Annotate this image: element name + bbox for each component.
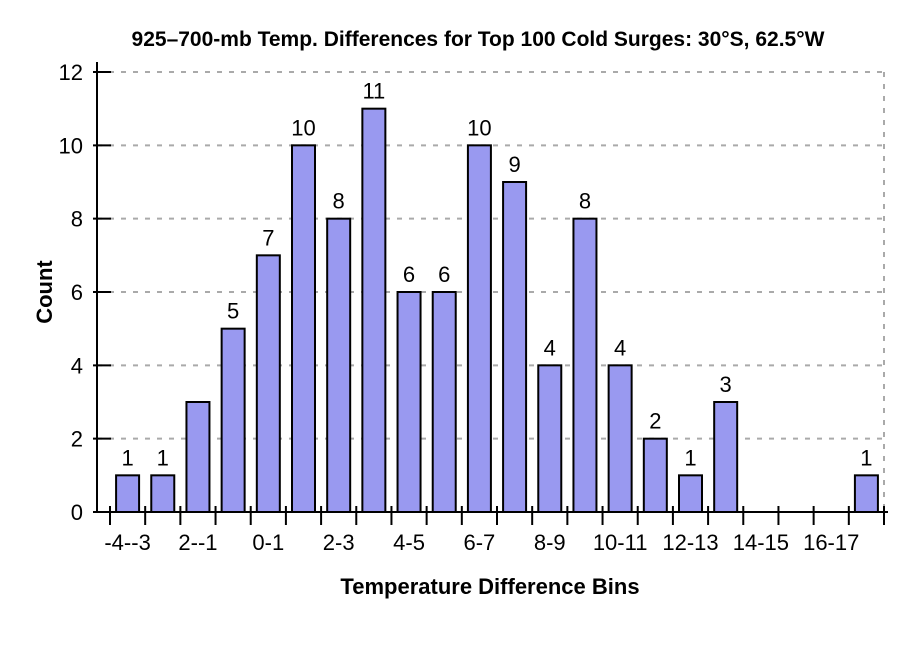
bar-value-label: 8: [579, 189, 591, 214]
bar-value-label: 8: [333, 189, 345, 214]
x-tick-label: 4-5: [393, 530, 425, 555]
bar: [607, 364, 633, 514]
bar: [713, 401, 739, 513]
bar-value-label: 1: [860, 445, 872, 470]
y-tick-label: 6: [71, 280, 83, 305]
y-tick-label: 10: [59, 133, 83, 158]
bar: [853, 474, 879, 514]
bar: [255, 254, 281, 513]
bar: [396, 291, 422, 513]
y-axis-title: Count: [32, 260, 57, 324]
bar: [431, 291, 457, 513]
bar-value-label: 11: [362, 79, 385, 104]
bar-value-label: 4: [544, 335, 556, 360]
x-tick-label: 8-9: [534, 530, 566, 555]
x-tick-label: 14-15: [733, 530, 789, 555]
bar-value-label: 9: [508, 152, 520, 177]
ticks-group: [93, 71, 885, 525]
bar-value-label: 5: [227, 299, 239, 324]
bar: [502, 181, 528, 513]
bar: [642, 437, 668, 513]
bar-value-label: 3: [720, 372, 732, 397]
bar-value-label: 7: [262, 225, 274, 250]
bar-value-label: 6: [438, 262, 450, 287]
bar-value-label: 4: [614, 335, 626, 360]
x-axis-title: Temperature Difference Bins: [340, 574, 639, 599]
bar: [466, 144, 492, 513]
bar: [115, 474, 141, 514]
x-tick-label: 12-13: [662, 530, 718, 555]
axes-group: [96, 62, 888, 513]
x-tick-label: 6-7: [464, 530, 496, 555]
bar: [220, 327, 246, 513]
bar-value-label: 1: [684, 445, 696, 470]
bar-value-label: 1: [157, 445, 169, 470]
y-tick-label: 8: [71, 207, 83, 232]
bar: [150, 474, 176, 514]
bar: [572, 217, 598, 514]
chart-title: 925–700-mb Temp. Differences for Top 100…: [132, 28, 825, 51]
bar: [678, 474, 703, 514]
bar-value-label: 1: [121, 445, 133, 470]
x-tick-label: 16-17: [803, 530, 859, 555]
y-tick-label: 12: [59, 60, 83, 85]
x-tick-label: -4--3: [104, 530, 150, 555]
bar: [185, 401, 211, 513]
x-tick-label: 2--1: [178, 530, 217, 555]
bar: [291, 144, 316, 513]
x-tick-label: 10-11: [593, 530, 648, 555]
gridlines-group: [97, 71, 885, 512]
y-tick-label: 0: [71, 500, 83, 525]
y-tick-label: 2: [71, 427, 83, 452]
bar-value-label: 10: [467, 115, 491, 140]
bar-value-label: 6: [403, 262, 415, 287]
y-tick-label: 4: [71, 353, 83, 378]
bar-value-label: 10: [291, 115, 315, 140]
x-tick-label: 2-3: [323, 530, 355, 555]
bar: [537, 364, 563, 514]
bar: [326, 217, 352, 514]
bars-group: [115, 107, 879, 514]
x-tick-label: 0-1: [252, 530, 284, 555]
bar: [361, 107, 387, 514]
bar-value-label: 2: [649, 409, 661, 434]
